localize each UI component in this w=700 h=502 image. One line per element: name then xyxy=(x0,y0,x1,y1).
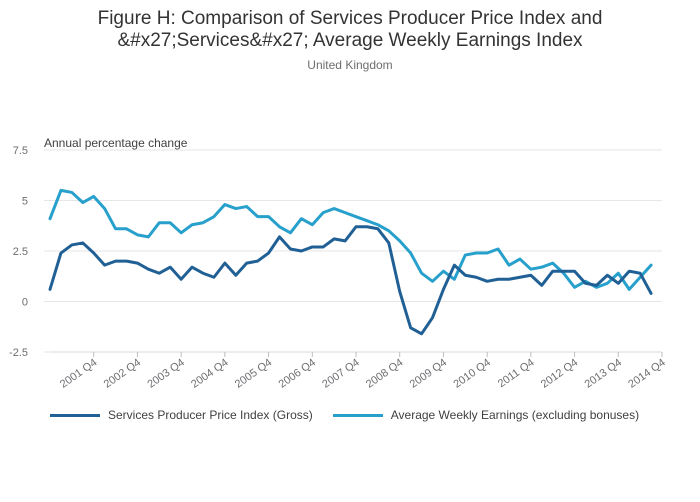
legend-label-sppi: Services Producer Price Index (Gross) xyxy=(108,408,313,422)
series-line-sppi[interactable] xyxy=(48,225,653,336)
title-line-2: &#x27;Services&#x27; Average Weekly Earn… xyxy=(117,30,583,51)
x-tick-label: 2008 Q4 xyxy=(364,357,405,391)
y-tick-label: 2.5 xyxy=(13,246,28,258)
legend-label-awe: Average Weekly Earnings (excluding bonus… xyxy=(390,408,640,422)
y-tick-label: 0 xyxy=(22,297,28,309)
x-tick-label: 2005 Q4 xyxy=(233,357,274,391)
chart-subtitle: United Kingdom xyxy=(307,58,393,72)
x-tick-label: 2001 Q4 xyxy=(58,357,99,391)
x-tick-label: 2006 Q4 xyxy=(277,357,318,391)
legend-item-awe[interactable]: Average Weekly Earnings (excluding bonus… xyxy=(332,408,640,422)
x-tick-label: 2011 Q4 xyxy=(496,357,537,391)
y-axis-label: Annual percentage change xyxy=(44,136,188,150)
legend: Services Producer Price Index (Gross) Av… xyxy=(50,408,659,422)
series-line-awe[interactable] xyxy=(48,188,653,291)
x-tick-label: 2010 Q4 xyxy=(451,357,492,391)
x-tick-label: 2014 Q4 xyxy=(626,357,667,391)
y-tick-label: -2.5 xyxy=(9,347,28,359)
x-tick-label: 2002 Q4 xyxy=(102,357,143,391)
x-tick-label: 2007 Q4 xyxy=(320,357,361,391)
x-tick-label: 2009 Q4 xyxy=(408,357,449,391)
x-tick-label: 2004 Q4 xyxy=(189,357,230,391)
legend-item-sppi[interactable]: Services Producer Price Index (Gross) xyxy=(50,408,313,422)
y-tick-label: 7.5 xyxy=(13,145,28,157)
x-tick-label: 2012 Q4 xyxy=(539,357,580,391)
gridlines xyxy=(44,149,662,353)
series-lines xyxy=(48,188,653,336)
title-line-1: Figure H: Comparison of Services Produce… xyxy=(97,8,603,29)
y-axis-ticks: 7.5 5 2.5 0 -2.5 xyxy=(9,145,28,359)
x-tick-label: 2003 Q4 xyxy=(145,357,186,391)
legend-swatch-awe xyxy=(332,413,383,417)
x-tick-label: 2013 Q4 xyxy=(583,357,624,391)
y-tick-label: 5 xyxy=(22,196,28,208)
legend-swatch-sppi xyxy=(50,413,100,417)
chart-title: Figure H: Comparison of Services Produce… xyxy=(0,8,700,52)
x-axis-ticks: 2001 Q4 2002 Q4 2003 Q4 2004 Q4 2005 Q4 2006 … xyxy=(50,351,668,391)
